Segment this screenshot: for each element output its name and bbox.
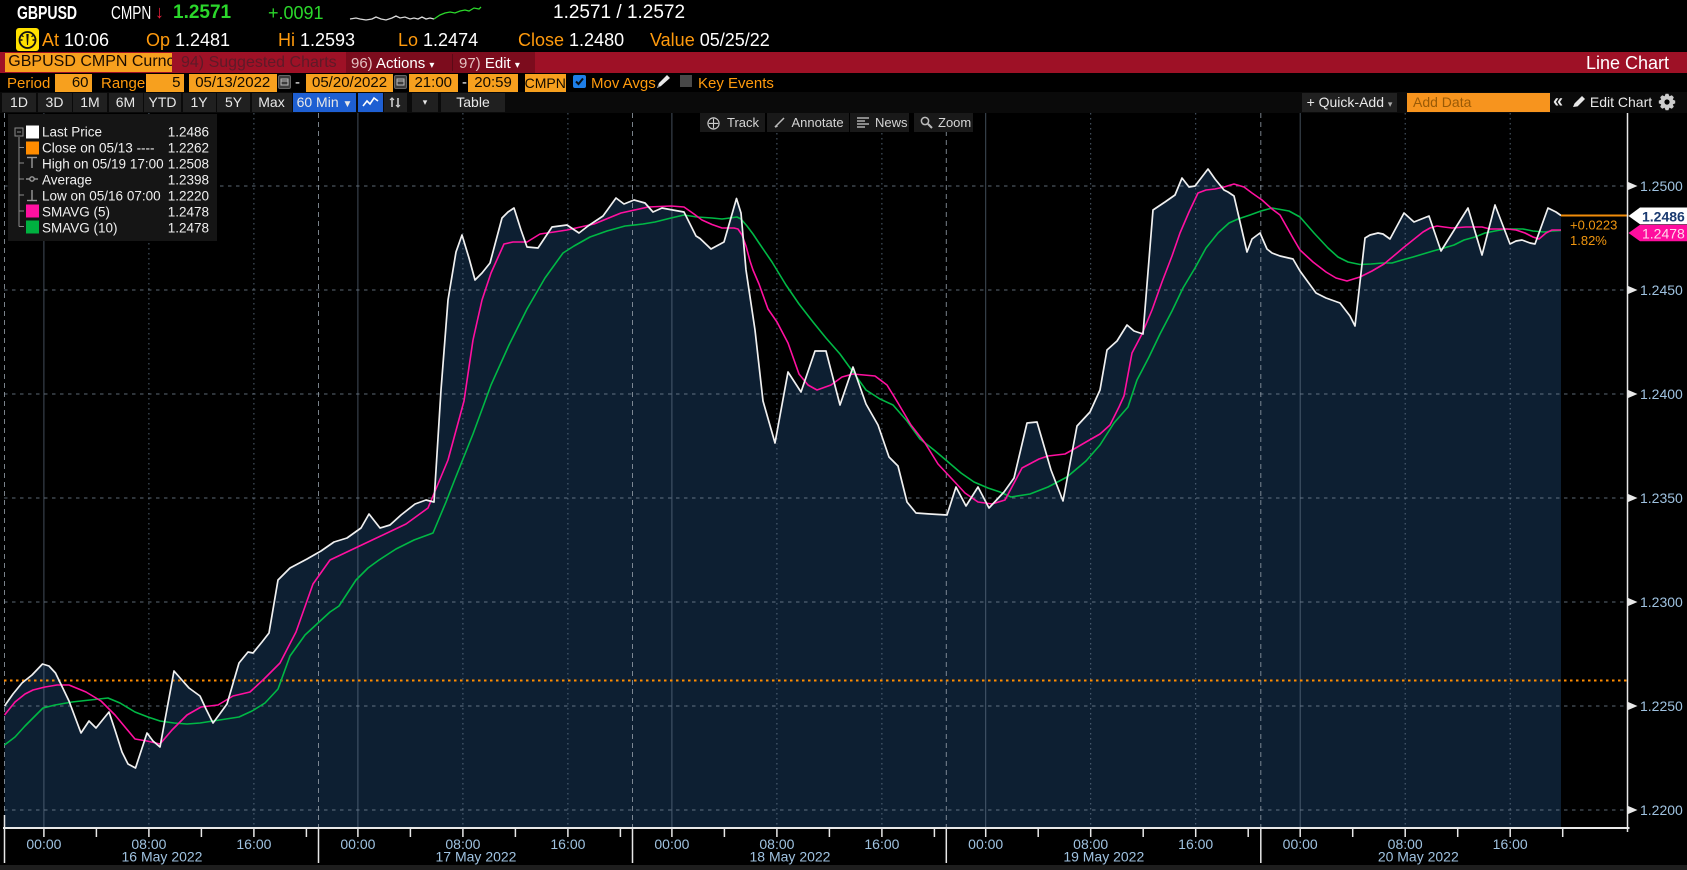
svg-text:19 May 2022: 19 May 2022 [1063,849,1144,865]
svg-text:+0.0223: +0.0223 [1570,218,1617,233]
svg-text:1.2400: 1.2400 [1640,386,1683,402]
svg-text:00:00: 00:00 [968,836,1003,852]
svg-text:00:00: 00:00 [654,836,689,852]
svg-text:1.2486: 1.2486 [1642,209,1685,225]
svg-text:SMAVG (10): SMAVG (10) [42,221,118,236]
svg-text:00:00: 00:00 [340,836,375,852]
svg-text:1.2478: 1.2478 [1642,226,1685,242]
svg-text:1.2200: 1.2200 [1640,802,1683,818]
svg-text:1.2508: 1.2508 [167,157,208,172]
svg-text:1.2220: 1.2220 [167,189,208,204]
svg-text:16:00: 16:00 [864,836,899,852]
svg-text:1.2300: 1.2300 [1640,594,1683,610]
svg-text:16:00: 16:00 [1493,836,1528,852]
svg-text:1.2398: 1.2398 [167,173,208,188]
svg-text:00:00: 00:00 [1283,836,1318,852]
svg-text:1.2450: 1.2450 [1640,282,1683,298]
svg-text:16:00: 16:00 [1178,836,1213,852]
svg-text:1.2250: 1.2250 [1640,698,1683,714]
svg-text:1.2478: 1.2478 [167,221,208,236]
svg-text:16:00: 16:00 [236,836,271,852]
svg-text:08:00: 08:00 [131,836,166,852]
svg-text:Average: Average [42,173,92,188]
svg-text:17 May 2022: 17 May 2022 [436,849,517,865]
svg-text:1.2478: 1.2478 [167,205,208,220]
svg-text:18 May 2022: 18 May 2022 [750,849,831,865]
svg-text:1.82%: 1.82% [1570,233,1607,248]
svg-text:Low on 05/16 07:00: Low on 05/16 07:00 [42,189,161,204]
svg-text:SMAVG (5): SMAVG (5) [42,205,110,220]
svg-text:08:00: 08:00 [1388,836,1423,852]
svg-text:08:00: 08:00 [759,836,794,852]
svg-text:16 May 2022: 16 May 2022 [122,849,203,865]
svg-text:08:00: 08:00 [445,836,480,852]
svg-text:1.2486: 1.2486 [167,125,208,140]
svg-text:Close on 05/13 ----: Close on 05/13 ---- [42,141,155,156]
svg-text:20 May 2022: 20 May 2022 [1378,849,1459,865]
svg-text:1.2262: 1.2262 [167,141,208,156]
svg-text:1.2350: 1.2350 [1640,490,1683,506]
svg-text:1.2500: 1.2500 [1640,178,1683,194]
svg-text:High on 05/19 17:00: High on 05/19 17:00 [42,157,164,172]
svg-text:08:00: 08:00 [1073,836,1108,852]
svg-text:Last Price: Last Price [42,125,102,140]
svg-text:00:00: 00:00 [26,836,61,852]
svg-text:16:00: 16:00 [550,836,585,852]
